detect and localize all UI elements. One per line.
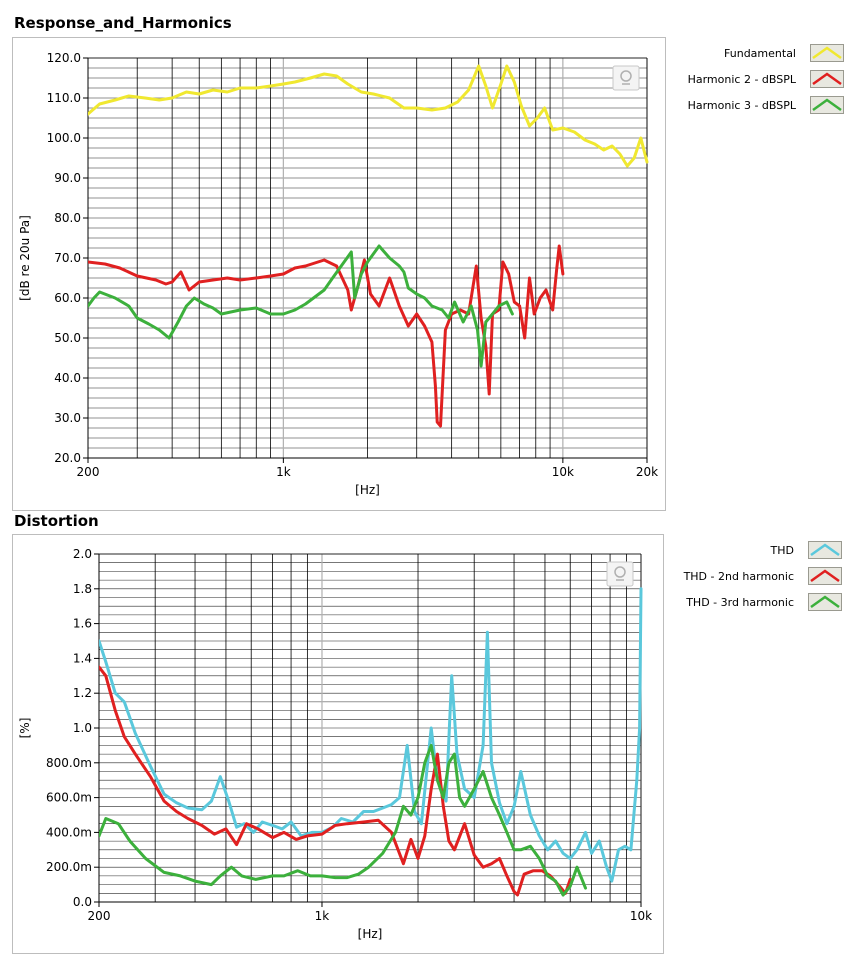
y-tick-label: 1.8: [73, 582, 92, 596]
y-tick-label: 110.0: [47, 91, 81, 105]
legend-label: THD - 3rd harmonic: [686, 595, 794, 609]
x-tick-label: 10k: [630, 909, 652, 923]
response-chart-svg: 20.0 30.0 40.0 50.0 60.0 70.0 80.0 90.0 100.0 110…: [18, 51, 658, 497]
x-axis-label: [Hz]: [358, 927, 383, 941]
legend-item-harmonic-2: Harmonic 2 - dBSPL: [688, 68, 844, 90]
y-tick-label: 1.2: [73, 686, 92, 700]
series-line-thd-2nd-harmonic: [99, 665, 572, 897]
y-tick-label: 800.0m: [46, 756, 92, 770]
y-tick-label: 60.0: [54, 291, 81, 305]
legend-item-thd-3rd: THD - 3rd harmonic: [686, 591, 842, 613]
graph-tools-icon[interactable]: [606, 561, 634, 587]
legend-item-fundamental: Fundamental: [724, 42, 844, 64]
y-tick-label: 100.0: [47, 131, 81, 145]
y-tick-label: 50.0: [54, 331, 81, 345]
y-tick-label: 70.0: [54, 251, 81, 265]
y-tick-label: 2.0: [73, 547, 92, 561]
legend-label: THD: [770, 543, 794, 557]
y-tick-label: 80.0: [54, 211, 81, 225]
legend-swatch: [810, 70, 844, 88]
series-line-fundamental: [88, 64, 649, 168]
legend-label: Fundamental: [724, 46, 796, 60]
legend-swatch: [808, 567, 842, 585]
x-tick-label: 1k: [276, 465, 291, 479]
x-tick-label: 200: [88, 909, 111, 923]
distortion-chart-svg: 0.0 200.0m 400.0m 600.0m 800.0m 1.0 1.2 1.4 1.6 1…: [18, 547, 652, 941]
legend-swatch: [808, 541, 842, 559]
legend-swatch: [810, 96, 844, 114]
series-group: [88, 64, 649, 428]
legend-label: Harmonic 2 - dBSPL: [687, 72, 796, 86]
y-tick-label: 1.4: [73, 651, 92, 665]
y-tick-label: 120.0: [47, 51, 81, 65]
legend-distortion: THD THD - 2nd harmonic THD - 3rd harmoni…: [662, 534, 842, 634]
x-tick-label: 200: [77, 465, 100, 479]
plot-area-response: 20.0 30.0 40.0 50.0 60.0 70.0 80.0 90.0 100.0 110…: [12, 37, 666, 511]
legend-response: Fundamental Harmonic 2 - dBSPL Harmonic …: [664, 37, 844, 137]
y-tick-label: 1.6: [73, 617, 92, 631]
y-tick-label: 200.0m: [46, 860, 92, 874]
legend-swatch: [810, 44, 844, 62]
y-axis-label: [dB re 20u Pa]: [18, 215, 32, 301]
y-tick-label: 20.0: [54, 451, 81, 465]
y-tick-label: 1.0: [73, 721, 92, 735]
legend-item-thd-2nd: THD - 2nd harmonic: [684, 565, 842, 587]
plot-area-distortion: 0.0 200.0m 400.0m 600.0m 800.0m 1.0 1.2 1.4 1.6 1…: [12, 534, 664, 954]
legend-label: THD - 2nd harmonic: [683, 569, 794, 583]
legend-item-thd: THD: [771, 539, 842, 561]
y-tick-label: 90.0: [54, 171, 81, 185]
series-line-harmonic-3-dbspl: [88, 244, 514, 368]
y-tick-label: 40.0: [54, 371, 81, 385]
legend-item-harmonic-3: Harmonic 3 - dBSPL: [688, 94, 844, 116]
y-axis-label: [%]: [18, 718, 32, 739]
chart-title-distortion: Distortion: [14, 512, 99, 530]
y-tick-label: 600.0m: [46, 791, 92, 805]
x-tick-label: 20k: [636, 465, 658, 479]
legend-label: Harmonic 3 - dBSPL: [687, 98, 796, 112]
series-line-thd-3rd-harmonic: [99, 743, 587, 897]
x-axis-label: [Hz]: [355, 483, 380, 497]
x-tick-label: 10k: [552, 465, 574, 479]
y-tick-label: 30.0: [54, 411, 81, 425]
series-line-harmonic-2-dbspl: [88, 244, 565, 428]
series-group: [99, 587, 643, 897]
chart-title-response: Response_and_Harmonics: [14, 14, 232, 32]
graph-tools-icon[interactable]: [612, 65, 640, 91]
legend-swatch: [808, 593, 842, 611]
series-line-thd: [99, 587, 643, 883]
y-tick-label: 400.0m: [46, 825, 92, 839]
y-tick-label: 0.0: [73, 895, 92, 909]
x-tick-label: 1k: [315, 909, 330, 923]
